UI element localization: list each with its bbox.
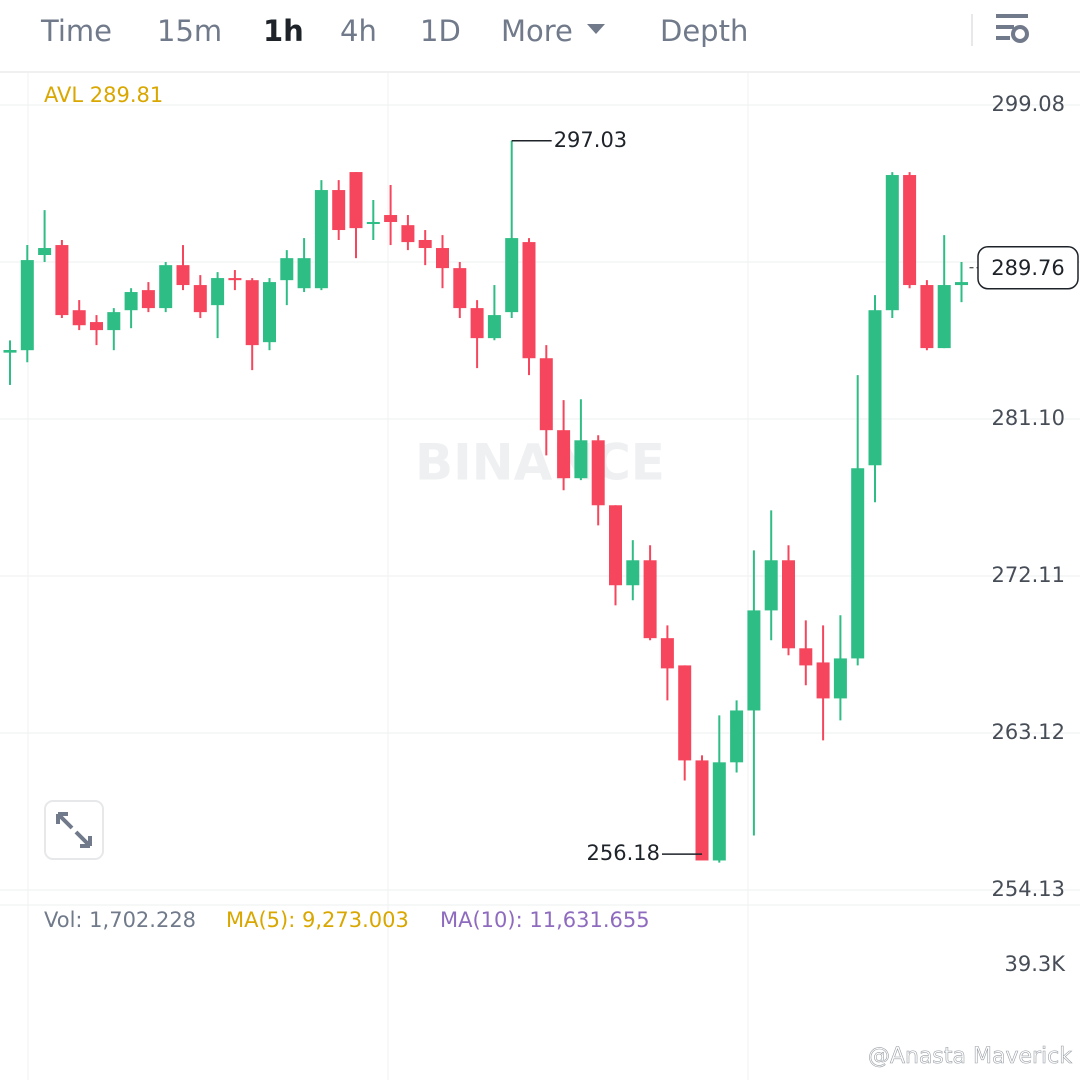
y-tick-label: 299.08 [992, 92, 1065, 116]
y-tick-label: 254.13 [992, 877, 1065, 901]
candle-body [193, 285, 207, 313]
candle-body [263, 282, 276, 343]
tab[interactable]: 1D [420, 14, 461, 48]
candle-body [816, 662, 830, 699]
candle-body [349, 172, 363, 229]
last-price-box [977, 246, 1079, 290]
tab[interactable]: 4h [340, 14, 377, 48]
candle-body [159, 265, 173, 309]
labels: 297.03 256.18 289.76 [511, 128, 1079, 865]
candle-body [418, 239, 432, 249]
candle-body [522, 242, 536, 359]
icon-bar [996, 14, 1028, 18]
icon-bar [996, 36, 1010, 40]
candle-body [314, 190, 328, 289]
candle-body [851, 468, 865, 659]
candle-body [712, 762, 726, 861]
candle-body [38, 248, 52, 256]
candle-body [833, 658, 847, 699]
candle-body [228, 278, 242, 281]
candle-body [591, 440, 605, 506]
low-label: 256.18 [587, 841, 660, 865]
candle-body [937, 285, 951, 349]
candle-body [245, 280, 259, 346]
candle-body [3, 350, 17, 353]
icon-bar [996, 25, 1014, 29]
candle-body [626, 560, 640, 586]
y-tick-label: 272.11 [992, 563, 1065, 587]
candle-body [885, 175, 899, 311]
vol-tick-label: 39.3K [1004, 952, 1066, 976]
candle-body [124, 292, 138, 311]
candle-body [470, 308, 484, 339]
candle-body [799, 648, 813, 666]
candle-body [903, 175, 917, 286]
candle-body [643, 560, 657, 639]
y-tick-label: 281.10 [992, 406, 1065, 430]
candle-body [747, 610, 761, 711]
candle-body [678, 665, 692, 761]
candle-body [55, 245, 69, 316]
avl-label: AVL 289.81 [44, 83, 163, 107]
expand-button[interactable] [44, 800, 104, 860]
candle-body [366, 222, 380, 225]
candle-body [609, 505, 622, 586]
tab-bar: Time 15m 1h 4h 1D More Depth [40, 14, 748, 48]
vol-label: Vol: 1,702.228 [44, 908, 196, 932]
candle-body [487, 315, 501, 339]
candle-body [72, 310, 86, 326]
candle-body [176, 265, 190, 286]
y-tick-label: 263.12 [992, 720, 1065, 744]
candle-body [557, 430, 571, 479]
candle-body [297, 258, 311, 289]
credit: @Anasta Maverick [868, 1044, 1072, 1069]
candle-body [453, 268, 467, 309]
dropdown-caret [587, 24, 605, 34]
tab[interactable]: More [501, 14, 573, 48]
tab[interactable]: 1h [263, 14, 304, 48]
candle-body [574, 440, 588, 479]
candle-body [332, 190, 346, 231]
tab[interactable]: Depth [660, 14, 748, 48]
settings-icon[interactable] [996, 14, 1029, 43]
ma10-label: MA(10): 11,631.655 [440, 908, 650, 932]
candle-body [868, 310, 882, 466]
candle-body [107, 312, 121, 331]
candle-body [505, 238, 519, 313]
candle-body [955, 282, 968, 286]
candle-body [20, 260, 34, 351]
candle-body [764, 560, 778, 611]
candles [3, 140, 968, 863]
high-label: 297.03 [554, 128, 627, 152]
icon-gear [1011, 25, 1029, 43]
last-price-label: 289.76 [991, 256, 1064, 280]
candle-body [730, 710, 744, 763]
watermark: BINANCE [415, 434, 665, 492]
candle-body [141, 290, 155, 309]
ma5-label: MA(5): 9,273.003 [226, 908, 409, 932]
tab[interactable]: Time [40, 14, 112, 48]
candle-body [539, 358, 553, 431]
candle-body [401, 225, 415, 243]
candle-body [384, 215, 398, 223]
tab[interactable]: 15m [157, 14, 222, 48]
candle-body [660, 638, 674, 669]
candle-body [782, 560, 795, 649]
candle-body [211, 278, 225, 306]
candle-body [920, 285, 934, 349]
candle-body [436, 248, 449, 269]
candle-body [280, 258, 294, 281]
expand-icon [56, 812, 92, 848]
candle-body [90, 322, 103, 331]
candle-body [695, 760, 709, 861]
